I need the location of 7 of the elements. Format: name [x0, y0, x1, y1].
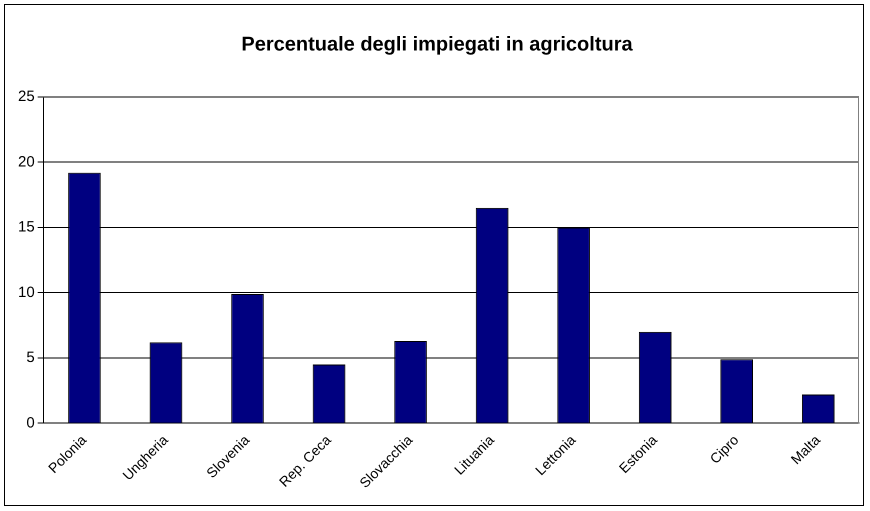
y-tick-label: 15: [18, 218, 35, 236]
chart-title: Percentuale degli impiegati in agricoltura: [241, 34, 634, 56]
y-tick-label: 10: [18, 284, 35, 301]
y-tick-label: 5: [26, 349, 35, 366]
y-tick-label: 20: [18, 153, 35, 170]
y-tick-label: 0: [26, 414, 35, 432]
y-tick-label: 25: [18, 88, 35, 106]
